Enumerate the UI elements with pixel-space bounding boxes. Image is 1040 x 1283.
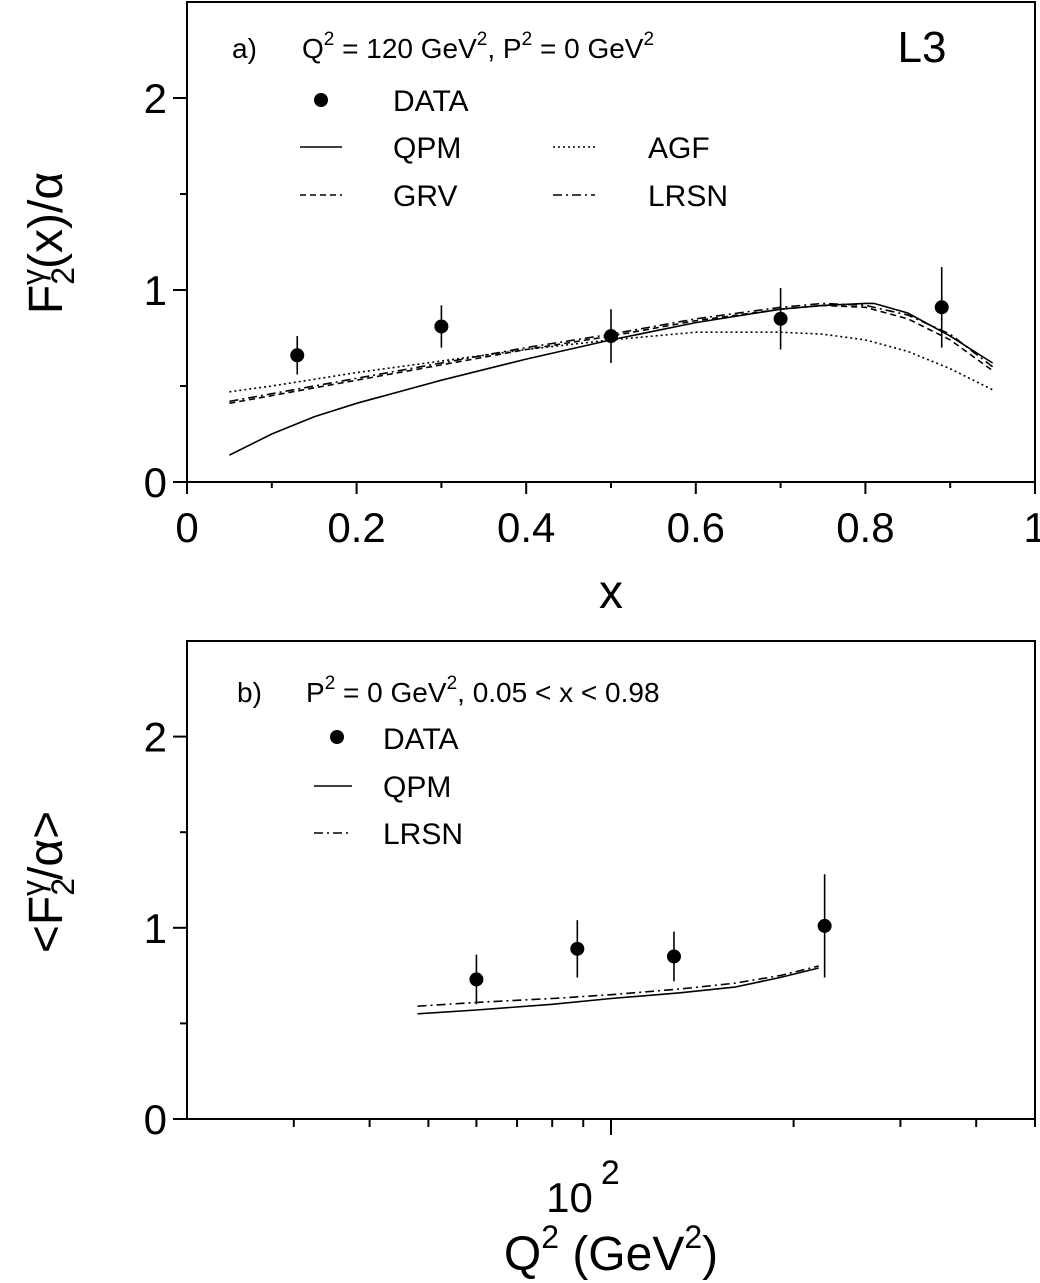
panel-a-xtick-label: 0.6 <box>667 504 725 551</box>
legend-b-label-qpm: QPM <box>383 771 451 804</box>
curve-a-lrsn <box>229 302 994 403</box>
panel-b-ylabel: <F2γ/α> <box>15 811 81 953</box>
panel-a-ytick-label: 1 <box>144 267 167 314</box>
data-b-point <box>570 941 585 956</box>
legend-b-data-marker <box>330 730 344 744</box>
xlabel-b-text: (GeV <box>559 1228 684 1281</box>
cond-a-text: = 120 GeV <box>334 33 477 64</box>
xlabel-b-text: Q <box>504 1228 541 1281</box>
ylabel-a-sup: γ <box>15 269 51 285</box>
panel-b-ytick-label: 2 <box>144 714 167 761</box>
cond-a-sup: 2 <box>643 29 654 50</box>
data-a-point <box>773 311 788 326</box>
panel-b-ytick-label: 1 <box>144 905 167 952</box>
cond-b-sup: 2 <box>447 673 458 694</box>
cond-a-text: , P <box>487 33 521 64</box>
legend-a-label-grv: GRV <box>393 180 457 213</box>
xlabel-b-sup: 2 <box>684 1219 702 1255</box>
ylabel-a-base: F <box>20 285 73 314</box>
data-a-point <box>934 300 949 315</box>
cond-a-sup: 2 <box>324 29 335 50</box>
ylabel-b-base: <F <box>20 896 73 953</box>
panel-a-xtick-label: 1 <box>1023 504 1040 551</box>
panel-a-xtick-label: 0 <box>175 504 198 551</box>
data-b-point <box>817 918 832 933</box>
curve-a-qpm <box>229 302 994 456</box>
legend-a-label-lrsn: LRSN <box>648 180 728 213</box>
ylabel-b-rest: /α> <box>20 811 73 880</box>
data-b-point <box>666 949 681 964</box>
xtick-b-exp: 2 <box>601 1154 620 1192</box>
panel-a-ytick-label: 0 <box>144 459 167 506</box>
panel-a-frame <box>186 1 1036 483</box>
legend-b-data-label: DATA <box>383 723 459 756</box>
panel-a-label: a) <box>232 33 257 64</box>
cond-a-sup: 2 <box>522 29 533 50</box>
experiment-label: L3 <box>898 23 947 72</box>
cond-b-sup: 2 <box>325 673 336 694</box>
ylabel-b-sup: γ <box>15 880 51 896</box>
panel-b-label: b) <box>237 677 262 708</box>
legend-a-data-label: DATA <box>393 85 469 118</box>
curve-b-qpm <box>417 967 819 1015</box>
legend-a-data-marker <box>314 93 328 107</box>
data-a-point <box>434 319 449 334</box>
xlabel-b-sup: 2 <box>541 1219 559 1255</box>
panel-b-condition: P2 = 0 GeV2, 0.05 < x < 0.98 <box>306 673 660 708</box>
panel-a-xtick-label: 0.8 <box>836 504 894 551</box>
ylabel-a-sub: 2 <box>45 267 81 285</box>
cond-a-text: = 0 GeV <box>532 33 644 64</box>
legend-a-label-agf: AGF <box>648 132 710 165</box>
panel-a-xtick-label: 0.4 <box>497 504 555 551</box>
panel-a-xlabel: x <box>599 566 623 619</box>
cond-b-text: , 0.05 < x < 0.98 <box>457 677 659 708</box>
panel-a-ytick-label: 2 <box>144 75 167 122</box>
curve-a-grv <box>229 304 994 405</box>
panel-a-xtick-label: 0.2 <box>327 504 385 551</box>
panel-b-xtick-label: 102 <box>546 1154 620 1221</box>
xtick-b-base: 10 <box>546 1174 593 1221</box>
panel-b-frame <box>186 640 1036 1120</box>
ylabel-b-sub: 2 <box>45 878 81 896</box>
curve-b-lrsn <box>417 965 819 1007</box>
panel-a-condition: Q2 = 120 GeV2, P2 = 0 GeV2 <box>302 29 654 64</box>
cond-a-text: Q <box>302 33 324 64</box>
xlabel-b-text: ) <box>702 1228 718 1281</box>
panel-b-ytick-label: 0 <box>144 1096 167 1143</box>
cond-b-text: P <box>306 677 325 708</box>
cond-b-text: = 0 GeV <box>335 677 447 708</box>
panel-a-ylabel: F2γ(x)/α <box>15 172 81 314</box>
panel-b-xlabel: Q2 (GeV2) <box>504 1219 718 1281</box>
curve-a-agf <box>229 331 993 393</box>
data-a-point <box>604 329 618 344</box>
legend-a-label-qpm: QPM <box>393 132 461 165</box>
cond-a-sup: 2 <box>477 29 488 50</box>
data-a-point <box>290 348 305 363</box>
ylabel-a-rest: (x)/α <box>20 172 73 269</box>
legend-b-label-lrsn: LRSN <box>383 818 463 851</box>
data-b-point <box>469 972 484 987</box>
